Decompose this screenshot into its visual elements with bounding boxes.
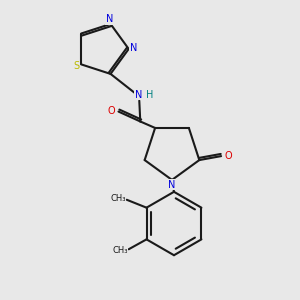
Text: CH₃: CH₃ [110, 194, 125, 203]
Text: N: N [130, 43, 137, 53]
Text: S: S [73, 61, 79, 71]
Text: N: N [135, 90, 142, 100]
Text: N: N [106, 14, 113, 24]
Text: O: O [224, 151, 232, 161]
Text: O: O [108, 106, 116, 116]
Text: H: H [146, 90, 154, 100]
Text: CH₃: CH₃ [112, 246, 128, 255]
Text: N: N [168, 180, 176, 190]
